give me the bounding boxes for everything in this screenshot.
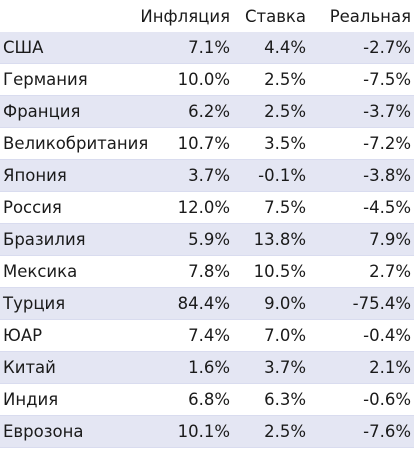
country-cell: Франция [3,102,81,121]
table-row: Еврозона 10.1% 2.5% -7.6% [0,416,414,448]
real-rate-cell: -7.5% [363,70,411,89]
inflation-cell: 10.0% [177,70,230,89]
rate-cell: 2.5% [264,70,306,89]
rate-cell: 7.5% [264,198,306,217]
table-row: Франция 6.2% 2.5% -3.7% [0,96,414,128]
header-inflation: Инфляция [140,7,230,26]
country-cell: Китай [3,358,56,377]
country-cell: Бразилия [3,230,86,249]
rate-cell: 9.0% [264,294,306,313]
real-rate-cell: 2.7% [369,262,411,281]
country-cell: Турция [3,294,66,313]
real-rate-cell: -3.7% [363,102,411,121]
header-rate: Ставка [244,7,306,26]
country-cell: Германия [3,70,88,89]
table-header: Инфляция Ставка Реальная [0,0,414,33]
real-rate-cell: 2.1% [369,358,411,377]
rate-cell: 6.3% [264,390,306,409]
table-row: Россия 12.0% 7.5% -4.5% [0,192,414,224]
table-row: Великобритания 10.7% 3.5% -7.2% [0,128,414,160]
inflation-cell: 1.6% [188,358,230,377]
real-rate-cell: -2.7% [363,38,411,57]
table-row: Германия 10.0% 2.5% -7.5% [0,64,414,96]
table-row: Китай 1.6% 3.7% 2.1% [0,352,414,384]
inflation-cell: 3.7% [188,166,230,185]
inflation-cell: 10.7% [177,134,230,153]
country-cell: Великобритания [3,134,149,153]
country-cell: Мексика [3,262,78,281]
real-rate-cell: -7.2% [363,134,411,153]
inflation-cell: 5.9% [188,230,230,249]
table-row: Индия 6.8% 6.3% -0.6% [0,384,414,416]
header-real: Реальная [329,7,411,26]
country-cell: ЮАР [3,326,43,345]
rate-cell: -0.1% [258,166,306,185]
inflation-cell: 7.4% [188,326,230,345]
table-row: Турция 84.4% 9.0% -75.4% [0,288,414,320]
rate-cell: 3.5% [264,134,306,153]
country-cell: Россия [3,198,62,217]
table-row: Япония 3.7% -0.1% -3.8% [0,160,414,192]
country-cell: Индия [3,390,59,409]
rate-cell: 10.5% [253,262,306,281]
real-rate-cell: -7.6% [363,422,411,441]
rate-cell: 4.4% [264,38,306,57]
inflation-cell: 84.4% [177,294,230,313]
rate-cell: 13.8% [253,230,306,249]
inflation-cell: 7.1% [188,38,230,57]
table-row: Мексика 7.8% 10.5% 2.7% [0,256,414,288]
real-rate-cell: 7.9% [369,230,411,249]
real-rate-cell: -4.5% [363,198,411,217]
inflation-cell: 12.0% [177,198,230,217]
real-rate-cell: -0.4% [363,326,411,345]
table-row: Бразилия 5.9% 13.8% 7.9% [0,224,414,256]
country-cell: Еврозона [3,422,84,441]
rate-cell: 2.5% [264,102,306,121]
real-rate-cell: -3.8% [363,166,411,185]
real-rate-cell: -0.6% [363,390,411,409]
rate-cell: 2.5% [264,422,306,441]
rate-cell: 7.0% [264,326,306,345]
table-row: ЮАР 7.4% 7.0% -0.4% [0,320,414,352]
inflation-cell: 6.2% [188,102,230,121]
inflation-cell: 7.8% [188,262,230,281]
inflation-cell: 6.8% [188,390,230,409]
inflation-cell: 10.1% [177,422,230,441]
country-cell: Япония [3,166,67,185]
real-rate-cell: -75.4% [352,294,411,313]
rate-cell: 3.7% [264,358,306,377]
table-row: США 7.1% 4.4% -2.7% [0,32,414,64]
country-cell: США [3,38,44,57]
